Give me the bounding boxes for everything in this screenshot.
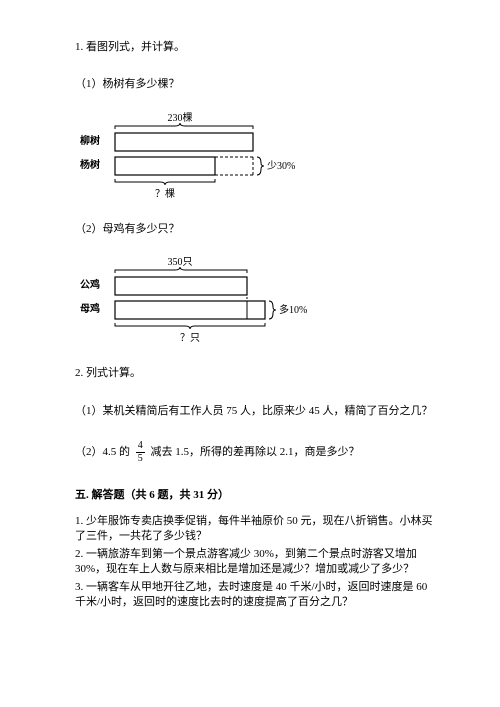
d2-pct: 多10% — [279, 303, 307, 316]
d2-bottom: ？只 — [180, 333, 200, 344]
q1-sub2: （2）母鸡有多少只？ — [75, 222, 435, 237]
q2-sub2: （2）4.5 的 4 5 减去 1.5，所得的差再除以 2.1，商是多少？ — [75, 441, 435, 464]
fraction: 4 5 — [136, 441, 145, 464]
frac-den: 5 — [136, 452, 145, 464]
frac-num: 4 — [136, 441, 145, 452]
d1-left1: 柳树 — [80, 134, 100, 147]
d2-left2: 母鸡 — [80, 302, 100, 315]
section-5-title: 五. 解答题（共 6 题，共 31 分） — [75, 486, 435, 502]
q2-sub2b: 减去 1.5，所得的差再除以 2.1，商是多少？ — [151, 446, 360, 458]
d2-left1: 公鸡 — [80, 278, 100, 291]
diagram-1: 230棵 柳树 杨树 少30% ？棵 — [75, 109, 435, 204]
q2-sub1: （1）某机关精简后有工作人员 75 人，比原来少 45 人，精简了百分之几？ — [75, 404, 435, 419]
sec5-q1: 1. 少年服饰专卖店换季促销，每件半袖原价 50 元，现在八折销售。小林买了三件… — [75, 514, 435, 545]
q2-sub2a: （2）4.5 的 — [75, 446, 130, 458]
d1-top-label: 230棵 — [168, 111, 193, 124]
q2-title: 2. 列式计算。 — [75, 366, 435, 381]
q1-sub1: （1）杨树有多少棵？ — [75, 77, 435, 92]
d1-bottom: ？棵 — [155, 187, 175, 200]
d2-top-label: 350只 — [168, 257, 193, 268]
sec5-q2: 2. 一辆旅游车到第一个景点游客减少 30%，到第二个景点时游客又增加 30%，… — [75, 547, 435, 578]
diagram-2: 350只 公鸡 母鸡 多10% ？只 — [75, 253, 435, 348]
q1-title: 1. 看图列式，并计算。 — [75, 40, 435, 55]
d1-pct: 少30% — [267, 160, 295, 172]
d1-left2: 杨树 — [80, 158, 100, 171]
sec5-q3: 3. 一辆客车从甲地开往乙地，去时速度是 40 千米/小时，返回时速度是 60 … — [75, 580, 435, 611]
